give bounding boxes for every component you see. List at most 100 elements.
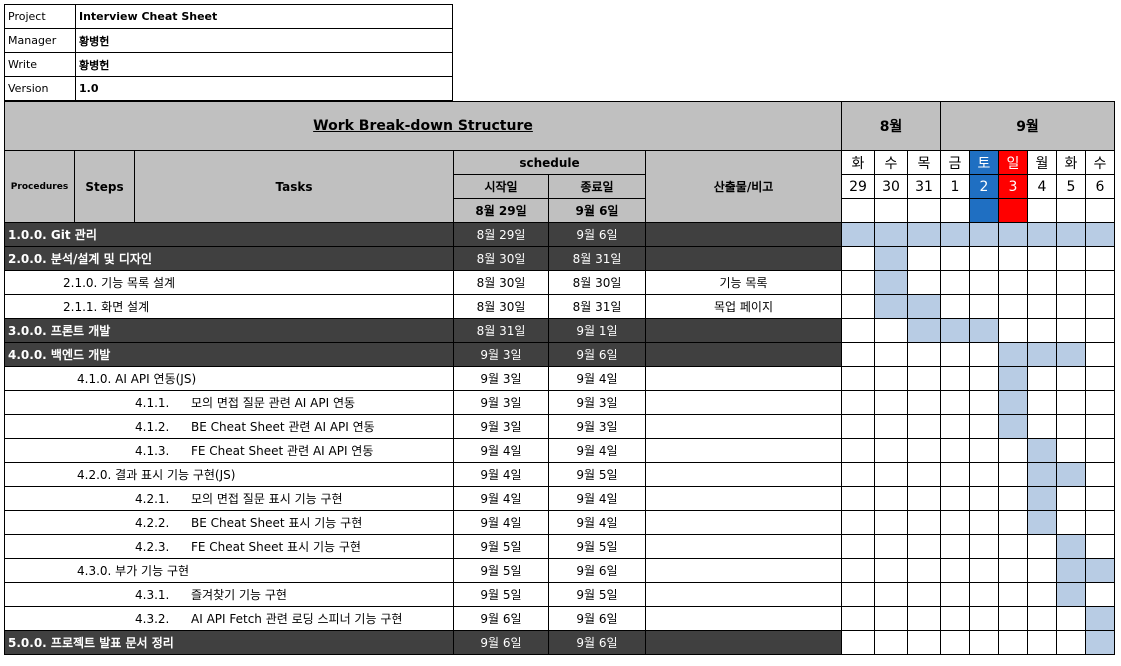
day-of-week: 토 bbox=[969, 150, 999, 175]
end-date: 9월 3일 bbox=[548, 414, 646, 439]
gantt-cell bbox=[907, 318, 941, 343]
day-of-week: 일 bbox=[998, 150, 1028, 175]
day-of-week: 금 bbox=[940, 150, 970, 175]
day-marker bbox=[1027, 198, 1057, 223]
end-date: 9월 4일 bbox=[548, 510, 646, 535]
wbs-row: 4.3.2. AI API Fetch 관련 로딩 스피너 기능 구현 9월 6일… bbox=[4, 606, 1115, 631]
end-date: 8월 30일 bbox=[548, 270, 646, 295]
gantt-cell bbox=[841, 342, 875, 367]
gantt-cell bbox=[969, 462, 999, 487]
gantt-cell bbox=[841, 318, 875, 343]
output-note bbox=[645, 390, 842, 415]
gantt-cell bbox=[1085, 342, 1115, 367]
gantt-cell bbox=[998, 390, 1028, 415]
output-note bbox=[645, 318, 842, 343]
end-date: 9월 1일 bbox=[548, 318, 646, 343]
gantt-cell bbox=[969, 510, 999, 535]
wbs-row: 2.1.1. 화면 설계 8월 30일 8월 31일 목업 페이지 bbox=[4, 294, 1115, 319]
task-label: 2.1.0. 기능 목록 설계 bbox=[4, 270, 454, 295]
day-of-week: 목 bbox=[907, 150, 941, 175]
gantt-cell bbox=[841, 270, 875, 295]
gantt-cell bbox=[969, 222, 999, 247]
day-number: 1 bbox=[940, 174, 970, 199]
gantt-cell bbox=[1056, 510, 1086, 535]
day-marker bbox=[1056, 198, 1086, 223]
gantt-cell bbox=[940, 438, 970, 463]
gantt-cell bbox=[1056, 414, 1086, 439]
gantt-cell bbox=[907, 438, 941, 463]
task-label: FE Cheat Sheet 관련 AI API 연동 bbox=[191, 444, 374, 458]
gantt-cell bbox=[1027, 582, 1057, 607]
steps-header: Steps bbox=[74, 150, 135, 223]
day-number: 30 bbox=[874, 174, 908, 199]
gantt-cell bbox=[874, 462, 908, 487]
end-date: 9월 4일 bbox=[548, 486, 646, 511]
task-number: 4.2.3. bbox=[135, 540, 170, 554]
task-label: 2.0.0. 분석/설계 및 디자인 bbox=[4, 246, 454, 271]
gantt-cell bbox=[1085, 390, 1115, 415]
gantt-cell bbox=[1085, 318, 1115, 343]
gantt-cell bbox=[1056, 366, 1086, 391]
task-label: 4.1.0. AI API 연동(JS) bbox=[4, 366, 454, 391]
output-note bbox=[645, 246, 842, 271]
day-marker bbox=[907, 198, 941, 223]
gantt-cell bbox=[907, 510, 941, 535]
task-number: 4.1.3. bbox=[135, 444, 170, 458]
gantt-cell bbox=[1056, 390, 1086, 415]
output-note bbox=[645, 366, 842, 391]
gantt-cell bbox=[969, 342, 999, 367]
gantt-cell bbox=[969, 486, 999, 511]
task-label-cell: 4.3.2. AI API Fetch 관련 로딩 스피너 기능 구현 bbox=[4, 606, 454, 631]
task-label: BE Cheat Sheet 표시 기능 구현 bbox=[191, 516, 363, 530]
gantt-cell bbox=[907, 270, 941, 295]
gantt-cell bbox=[940, 558, 970, 583]
task-label: 4.3.0. 부가 기능 구현 bbox=[4, 558, 454, 583]
gantt-cell bbox=[1085, 534, 1115, 559]
wbs-row: 5.0.0. 프로젝트 발표 문서 정리 9월 6일 9월 6일 bbox=[4, 630, 1115, 655]
gantt-cell bbox=[841, 486, 875, 511]
gantt-cell bbox=[998, 534, 1028, 559]
day-marker bbox=[841, 198, 875, 223]
task-label: 모의 면접 질문 관련 AI API 연동 bbox=[191, 396, 356, 410]
meta-row: Version 1.0 bbox=[4, 76, 453, 101]
gantt-cell bbox=[940, 270, 970, 295]
wbs-row: 2.0.0. 분석/설계 및 디자인 8월 30일 8월 31일 bbox=[4, 246, 1115, 271]
gantt-cell bbox=[1085, 366, 1115, 391]
gantt-cell bbox=[841, 438, 875, 463]
output-note bbox=[645, 534, 842, 559]
output-note bbox=[645, 486, 842, 511]
task-label: BE Cheat Sheet 관련 AI API 연동 bbox=[191, 420, 375, 434]
gantt-cell bbox=[998, 462, 1028, 487]
task-label-cell: 4.1.3. FE Cheat Sheet 관련 AI API 연동 bbox=[4, 438, 454, 463]
gantt-cell bbox=[998, 246, 1028, 271]
gantt-cell bbox=[874, 414, 908, 439]
gantt-cell bbox=[1085, 462, 1115, 487]
gantt-cell bbox=[1056, 270, 1086, 295]
gantt-cell bbox=[874, 558, 908, 583]
gantt-cell bbox=[969, 270, 999, 295]
end-date: 8월 31일 bbox=[548, 246, 646, 271]
end-date: 9월 6일 bbox=[548, 222, 646, 247]
gantt-cell bbox=[1085, 414, 1115, 439]
gantt-cell bbox=[940, 510, 970, 535]
end-date: 9월 6일 bbox=[548, 558, 646, 583]
meta-value: 황병헌 bbox=[75, 28, 453, 53]
gantt-cell bbox=[841, 414, 875, 439]
gantt-cell bbox=[874, 630, 908, 655]
gantt-cell bbox=[841, 294, 875, 319]
gantt-cell bbox=[998, 510, 1028, 535]
gantt-cell bbox=[940, 246, 970, 271]
task-label: 5.0.0. 프로젝트 발표 문서 정리 bbox=[4, 630, 454, 655]
gantt-cell bbox=[1027, 438, 1057, 463]
month-header: 9월 bbox=[940, 101, 1115, 151]
gantt-cell bbox=[874, 486, 908, 511]
gantt-cell bbox=[841, 630, 875, 655]
gantt-cell bbox=[1027, 630, 1057, 655]
gantt-cell bbox=[1056, 606, 1086, 631]
meta-row: Manager 황병헌 bbox=[4, 28, 453, 53]
gantt-cell bbox=[998, 294, 1028, 319]
day-marker bbox=[874, 198, 908, 223]
end-date: 9월 4일 bbox=[548, 438, 646, 463]
start-date: 8월 31일 bbox=[453, 318, 549, 343]
day-marker bbox=[1085, 198, 1115, 223]
